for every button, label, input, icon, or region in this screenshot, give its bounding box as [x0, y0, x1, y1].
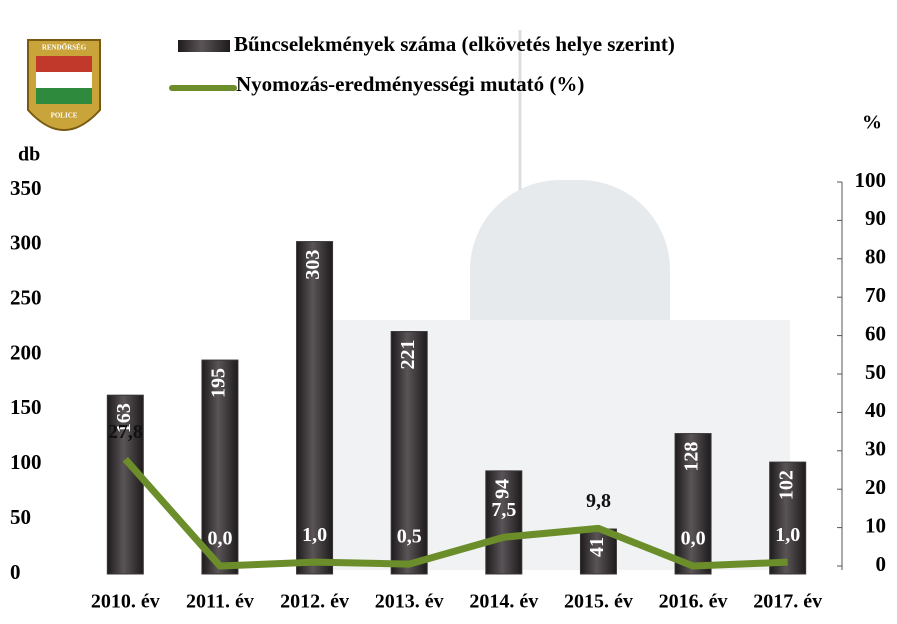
line-value-label: 0,0	[207, 528, 232, 550]
bar-value-label: 41	[586, 537, 608, 557]
bar	[485, 470, 523, 575]
y-tick-label: 300	[10, 231, 42, 255]
y-tick-label: 200	[10, 340, 42, 364]
x-tick-label: 2013. év	[375, 591, 444, 613]
bar	[769, 461, 807, 575]
bar-value-label: 163	[113, 403, 135, 433]
y2-tick-label: 0	[876, 552, 887, 576]
bar	[201, 359, 239, 575]
y2-tick-label: 50	[865, 360, 886, 384]
legend-label: Nyomozás-eredményességi mutató (%)	[236, 72, 584, 96]
logo-text: POLICE	[51, 112, 78, 120]
y2-tick-label: 80	[865, 245, 886, 269]
bar	[390, 331, 428, 575]
line-value-label: 0,0	[681, 528, 706, 550]
legend-label: Bűncselekmények száma (elkövetés helye s…	[234, 32, 675, 56]
x-tick-label: 2012. év	[280, 591, 349, 613]
line-value-label: 1,0	[302, 524, 327, 546]
x-tick-label: 2015. év	[564, 591, 633, 613]
bar-value-label: 102	[775, 470, 797, 500]
y2-tick-label: 10	[865, 513, 886, 537]
x-tick-label: 2014. év	[469, 591, 538, 613]
legend-swatch	[178, 40, 230, 52]
y2-axis-label: %	[862, 112, 882, 134]
y-tick-label: 0	[10, 560, 21, 584]
y-axis-label: db	[18, 144, 40, 166]
logo: RENDŐRSÉG POLICE	[27, 39, 101, 131]
y2-tick-label: 40	[865, 398, 886, 422]
y-tick-label: 350	[10, 176, 42, 200]
bar-value-label: 195	[208, 368, 230, 398]
y-tick-label: 50	[10, 505, 31, 529]
y-tick-label: 100	[10, 450, 42, 474]
bar	[106, 394, 144, 575]
y-tick-label: 250	[10, 286, 42, 310]
y2-tick-label: 60	[865, 321, 886, 345]
line-value-label: 27,8	[108, 421, 143, 443]
bar-value-label: 303	[302, 250, 324, 280]
x-tick-label: 2011. év	[186, 591, 254, 613]
line-value-label: 1,0	[775, 524, 800, 546]
y2-tick-label: 70	[865, 283, 886, 307]
y2-tick-label: 30	[865, 437, 886, 461]
y-tick-label: 150	[10, 395, 42, 419]
line-value-label: 7,5	[491, 499, 516, 521]
bar	[296, 241, 334, 575]
x-tick-label: 2010. év	[91, 591, 160, 613]
bar-value-label: 94	[491, 479, 513, 499]
bar-value-label: 128	[681, 442, 703, 472]
bar-value-label: 221	[397, 340, 419, 370]
y2-tick-label: 100	[855, 168, 887, 192]
line-value-label: 0,5	[397, 526, 422, 548]
bar	[674, 433, 712, 575]
line	[122, 456, 788, 570]
x-tick-label: 2017. év	[753, 591, 822, 613]
x-tick-label: 2016. év	[659, 591, 728, 613]
logo-text: RENDŐRSÉG	[42, 44, 87, 52]
y2-tick-label: 90	[865, 206, 886, 230]
y2-tick-label: 20	[865, 475, 886, 499]
line-value-label: 9,8	[586, 490, 611, 512]
